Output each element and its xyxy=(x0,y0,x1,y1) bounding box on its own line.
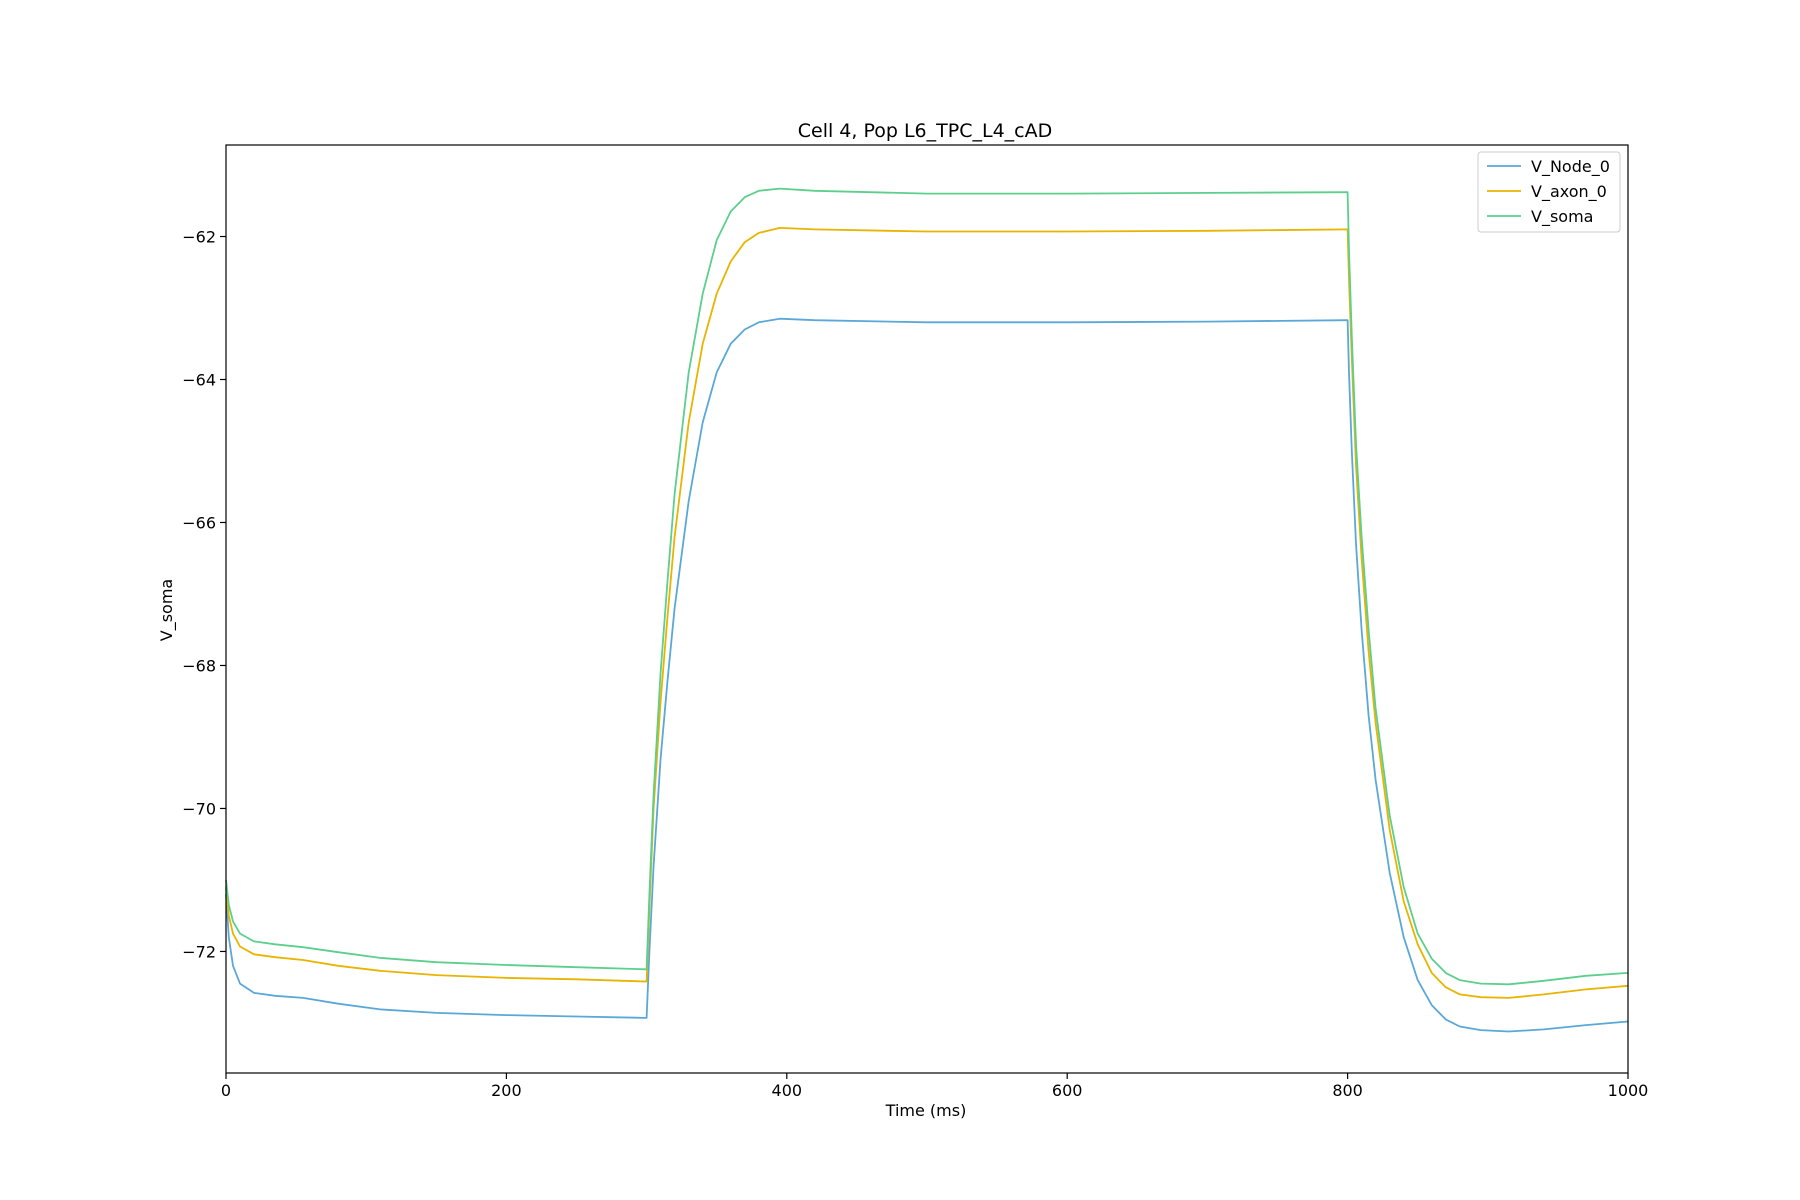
y-axis-ticks: −72 −70 −68 −66 −64 −62 xyxy=(182,228,226,961)
legend-items: V_Node_0 V_axon_0 V_soma xyxy=(1487,157,1610,227)
series-line-v-soma xyxy=(225,187,1629,986)
x-tick-label: 600 xyxy=(1052,1081,1083,1100)
y-axis-label: V_soma xyxy=(157,579,177,641)
y-tick-label: −70 xyxy=(182,799,216,818)
x-tick-label: 400 xyxy=(772,1081,803,1100)
y-tick-label: −68 xyxy=(182,656,216,675)
series-line-v-axon-0 xyxy=(225,227,1629,999)
legend-label: V_Node_0 xyxy=(1531,157,1610,177)
y-tick-label: −64 xyxy=(182,371,216,390)
plot-frame xyxy=(225,144,1629,1074)
series-layer xyxy=(225,187,1629,1033)
x-tick-label: 0 xyxy=(221,1081,231,1100)
legend: V_Node_0 V_axon_0 V_soma xyxy=(1477,151,1621,233)
x-axis-label: Time (ms) xyxy=(885,1101,967,1120)
legend-box xyxy=(1477,151,1621,233)
x-tick-label: 200 xyxy=(491,1081,522,1100)
y-tick-label: −62 xyxy=(182,228,216,247)
y-tick-label: −66 xyxy=(182,513,216,532)
legend-label: V_soma xyxy=(1531,207,1593,227)
x-tick-label: 800 xyxy=(1332,1081,1363,1100)
x-axis-ticks: 0 200 400 600 800 1000 xyxy=(221,1073,1648,1100)
x-tick-label: 1000 xyxy=(1608,1081,1649,1100)
chart-title: Cell 4, Pop L6_TPC_L4_cAD xyxy=(798,120,1052,142)
y-tick-label: −72 xyxy=(182,942,216,961)
legend-label: V_axon_0 xyxy=(1531,182,1607,202)
series-line-v-node-0 xyxy=(225,317,1629,1033)
